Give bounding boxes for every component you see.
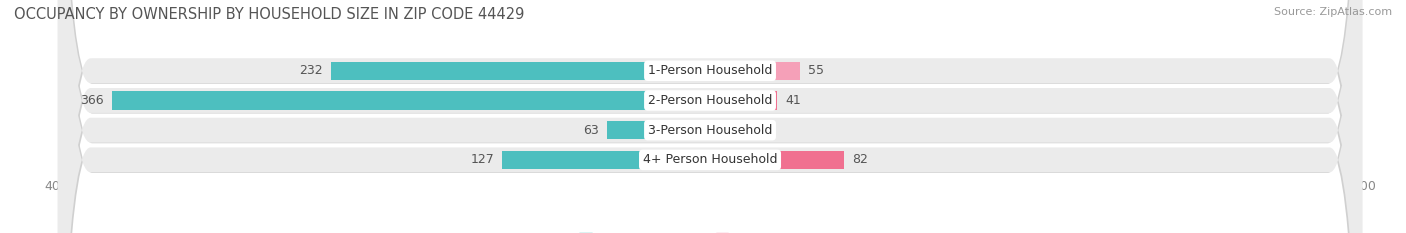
Bar xyxy=(710,91,778,110)
Bar xyxy=(502,151,710,169)
Text: 41: 41 xyxy=(785,94,801,107)
FancyBboxPatch shape xyxy=(59,0,1361,233)
Bar xyxy=(710,151,844,169)
FancyBboxPatch shape xyxy=(59,0,1361,233)
Text: 366: 366 xyxy=(80,94,104,107)
FancyBboxPatch shape xyxy=(58,0,1362,233)
Text: 55: 55 xyxy=(808,64,824,77)
FancyBboxPatch shape xyxy=(58,0,1362,233)
FancyBboxPatch shape xyxy=(59,0,1361,233)
Text: 1-Person Household: 1-Person Household xyxy=(648,64,772,77)
Bar xyxy=(710,62,800,80)
FancyBboxPatch shape xyxy=(58,0,1362,233)
Text: 4+ Person Household: 4+ Person Household xyxy=(643,153,778,166)
Bar xyxy=(112,91,710,110)
Text: OCCUPANCY BY OWNERSHIP BY HOUSEHOLD SIZE IN ZIP CODE 44429: OCCUPANCY BY OWNERSHIP BY HOUSEHOLD SIZE… xyxy=(14,7,524,22)
Text: 3-Person Household: 3-Person Household xyxy=(648,124,772,137)
Text: Source: ZipAtlas.com: Source: ZipAtlas.com xyxy=(1274,7,1392,17)
FancyBboxPatch shape xyxy=(58,0,1362,233)
Bar xyxy=(710,121,741,139)
Text: 2-Person Household: 2-Person Household xyxy=(648,94,772,107)
Text: 127: 127 xyxy=(471,153,495,166)
Text: 232: 232 xyxy=(299,64,322,77)
FancyBboxPatch shape xyxy=(59,0,1361,233)
Text: 63: 63 xyxy=(583,124,599,137)
Text: 82: 82 xyxy=(852,153,868,166)
Bar xyxy=(330,62,710,80)
Text: 19: 19 xyxy=(749,124,765,137)
Bar xyxy=(607,121,710,139)
